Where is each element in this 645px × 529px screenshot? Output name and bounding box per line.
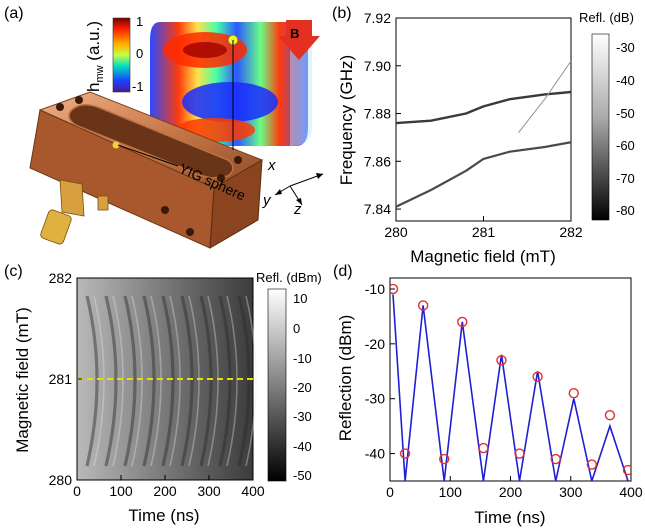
plot-b-ytick-label: 7.88: [364, 106, 391, 122]
plot-b-xtick-label: 280: [384, 224, 408, 240]
panel-d: (d) 0 100 200 300 400-10-20-30-40 Time (ns) …: [333, 263, 643, 527]
panel-b-label: (b): [332, 5, 352, 22]
plot-d-ytick-label: -40: [365, 446, 385, 462]
plot-d-xtick-label: 400: [619, 484, 643, 500]
plot-d-xtick-label: 300: [559, 484, 583, 500]
plot-b-ytick-label: 7.84: [364, 201, 391, 217]
panel-b: (b) 280 281 282 7.84 7.86 7.88 7.90 7.92 Magnet…: [332, 5, 635, 266]
field-colorbar-tick: 1: [136, 14, 143, 29]
plot-c-colorbar-tick: -10: [293, 351, 312, 366]
plot-d-xlabel: Time (ns): [474, 508, 545, 527]
plot-c-xlabel: Time (ns): [128, 506, 199, 525]
plot-b-xtick-label: 282: [559, 224, 583, 240]
plot-c-colorbar-tick: 10: [293, 291, 307, 306]
panel-a-label: (a): [4, 5, 24, 22]
plot-c-ylabel: Magnetic field (mT): [13, 307, 32, 452]
panel-d-label: (d): [333, 263, 353, 280]
plot-d-ytick-label: -20: [365, 336, 385, 352]
plot-b-frame: [396, 18, 571, 221]
plot-b-ylabel: Frequency (GHz): [337, 55, 356, 185]
axis-x-label: x: [267, 157, 276, 174]
plot-d-xtick-label: 0: [386, 484, 394, 500]
field-colorbar: [113, 18, 130, 92]
plot-b-colorbar-tick: -70: [616, 171, 635, 186]
plot-b-colorbar-tick: -30: [616, 40, 635, 55]
plot-b-ytick-label: 7.92: [364, 10, 391, 26]
plot-c-xtick-label: 300: [197, 483, 221, 499]
plot-d-ytick-label: -30: [365, 391, 385, 407]
plot-b-ytick-label: 7.90: [364, 58, 391, 74]
plot-b-colorbar-tick: -80: [616, 203, 635, 218]
field-colorbar-tick: 0: [136, 46, 143, 61]
plot-c-colorbar-tick: 0: [293, 321, 300, 336]
axis-z-label: z: [293, 201, 302, 218]
field-arrow-label: B: [290, 26, 299, 41]
field-colorbar-title: hmw (a.u.): [84, 21, 106, 92]
plot-b-colorbar-tick: -60: [616, 138, 635, 153]
plot-c-colorbar-tick: -50: [293, 468, 312, 483]
panel-a: (a) 1 0 -1 hmw (a.u.) B: [4, 5, 323, 248]
plot-b-colorbar-tick: -50: [616, 106, 635, 121]
plot-c-colorbar-title: Refl. (dBm): [256, 270, 322, 285]
plot-c-ytick-label: 282: [49, 270, 73, 286]
plot-c-colorbar-tick: -20: [293, 380, 312, 395]
plot-c-xtick-label: 0: [73, 483, 81, 499]
plot-c-xtick-label: 200: [153, 483, 177, 499]
panel-c-label: (c): [4, 263, 23, 280]
coordinate-axes: x y z: [262, 157, 323, 218]
plot-c-colorbar-tick: -30: [293, 409, 312, 424]
plot-d-ylabel: Reflection (dBm): [336, 315, 355, 442]
plot-c-colorbar-tick: -40: [293, 439, 312, 454]
plot-d-ytick-label: -10: [365, 281, 385, 297]
plot-c-xtick-label: 400: [241, 483, 265, 499]
plot-b-colorbar: [592, 34, 609, 220]
plot-b-colorbar-title: Refl. (dB): [579, 10, 634, 25]
plot-c-ytick-label: 280: [49, 472, 73, 488]
plot-b-xlabel: Magnetic field (mT): [410, 247, 555, 266]
field-colorbar-tick: -1: [132, 79, 144, 94]
plot-c-colorbar: [268, 289, 286, 481]
plot-b-xtick-label: 281: [472, 224, 496, 240]
plot-d-xtick-label: 200: [499, 484, 523, 500]
plot-d-xtick-label: 100: [439, 484, 463, 500]
plot-c-ytick-label: 281: [49, 371, 73, 387]
plot-c-xtick-label: 100: [109, 483, 133, 499]
plot-b-ytick-label: 7.86: [364, 153, 391, 169]
plot-b-colorbar-tick: -40: [616, 73, 635, 88]
axis-y-label: y: [262, 192, 272, 209]
